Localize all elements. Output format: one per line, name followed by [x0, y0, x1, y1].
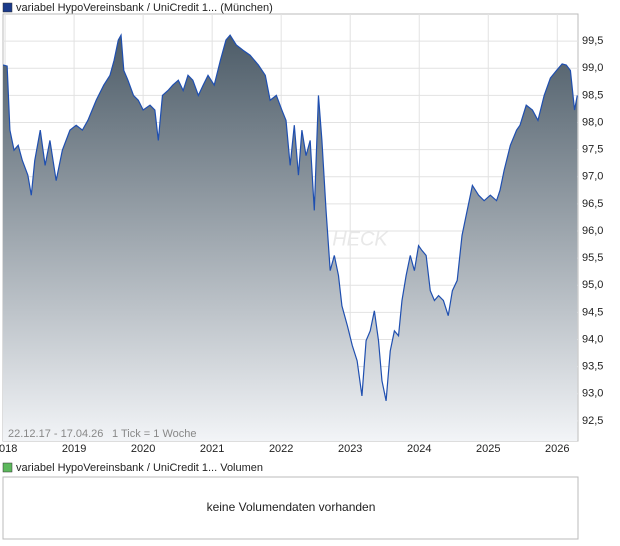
- x-tick-label: 2024: [407, 443, 431, 455]
- y-tick-label: 93,0: [582, 388, 603, 400]
- y-tick-label: 97,0: [582, 171, 603, 183]
- volume-message: keine Volumendaten vorhanden: [207, 500, 376, 514]
- y-tick-label: 94,0: [582, 333, 603, 345]
- y-tick-label: 99,5: [582, 35, 603, 47]
- y-tick-label: 98,5: [582, 89, 603, 101]
- plot-area: [3, 14, 578, 441]
- y-tick-label: 95,0: [582, 279, 603, 291]
- y-tick-label: 96,0: [582, 225, 603, 237]
- y-tick-label: 97,5: [582, 144, 603, 156]
- x-tick-label: 2018: [0, 443, 17, 455]
- x-tick-label: 2022: [269, 443, 293, 455]
- area: [3, 35, 578, 441]
- x-tick-label: 2020: [131, 443, 155, 455]
- period: 22.12.17 - 17.04.26: [8, 428, 103, 440]
- legend-text: variabel HypoVereinsbank / UniCredit 1..…: [16, 2, 273, 14]
- line: [3, 33, 578, 401]
- x-tick-label: 2025: [476, 443, 500, 455]
- volume-legend: variabel HypoVereinsbank / UniCredit 1..…: [16, 462, 263, 474]
- y-tick-label: 92,5: [582, 415, 603, 427]
- watermark: HECK: [332, 228, 389, 250]
- y-tick-label: 93,5: [582, 361, 603, 373]
- y-tick-label: 94,5: [582, 306, 603, 318]
- x-tick-label: 2019: [62, 443, 86, 455]
- x-tick-label: 2026: [545, 443, 569, 455]
- x-tick-label: 2023: [338, 443, 362, 455]
- x-tick-label: 2021: [200, 443, 224, 455]
- y-tick-label: 96,5: [582, 198, 603, 210]
- y-tick-label: 98,0: [582, 116, 603, 128]
- tick-info: 1 Tick = 1 Woche: [112, 428, 196, 440]
- legend-swatch: [2, 462, 13, 473]
- legend-swatch: [2, 2, 13, 13]
- y-tick-label: 95,5: [582, 252, 603, 264]
- volume-frame: [2, 476, 579, 540]
- y-tick-label: 99,0: [582, 62, 603, 74]
